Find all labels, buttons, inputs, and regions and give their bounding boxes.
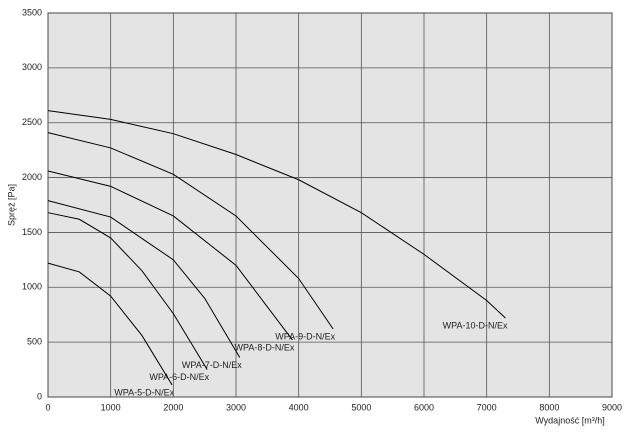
x-tick-label: 8000 <box>539 402 559 412</box>
x-tick-label: 1000 <box>101 402 121 412</box>
y-tick-label: 3000 <box>22 62 42 72</box>
plot-area <box>47 12 613 398</box>
y-tick-label: 3500 <box>22 7 42 17</box>
y-tick-label: 1000 <box>22 282 42 292</box>
curve <box>47 110 506 319</box>
y-tick-label: 0 <box>37 391 42 401</box>
curve-label: WPA-6-D-N/Ex <box>149 372 209 382</box>
x-tick-label: 6000 <box>414 402 434 412</box>
x-tick-label: 3000 <box>226 402 246 412</box>
curve <box>47 132 334 330</box>
curve-label: WPA-5-D-N/Ex <box>114 387 174 397</box>
curve-label: WPA-8-D-N/Ex <box>235 342 295 352</box>
curve <box>47 262 173 386</box>
x-tick-label: 7000 <box>477 402 497 412</box>
curve-label: WPA-10-D-N/Ex <box>443 320 508 330</box>
x-tick-label: 2000 <box>163 402 183 412</box>
curve <box>47 212 208 370</box>
x-axis-label: Wydajność [m³/h] <box>535 415 604 425</box>
x-tick-label: 5000 <box>351 402 371 412</box>
curve <box>47 170 293 341</box>
curve-label: WPA-9-D-N/Ex <box>275 331 335 341</box>
curve-label: WPA-7-D-N/Ex <box>182 360 242 370</box>
y-axis-label: Spręż [Pa] <box>6 184 16 226</box>
x-tick-label: 0 <box>45 402 50 412</box>
x-tick-label: 4000 <box>289 402 309 412</box>
y-tick-label: 1500 <box>22 227 42 237</box>
x-tick-label: 9000 <box>602 402 622 412</box>
y-tick-label: 500 <box>27 337 42 347</box>
y-tick-label: 2500 <box>22 117 42 127</box>
y-tick-label: 2000 <box>22 172 42 182</box>
curve <box>47 200 241 358</box>
